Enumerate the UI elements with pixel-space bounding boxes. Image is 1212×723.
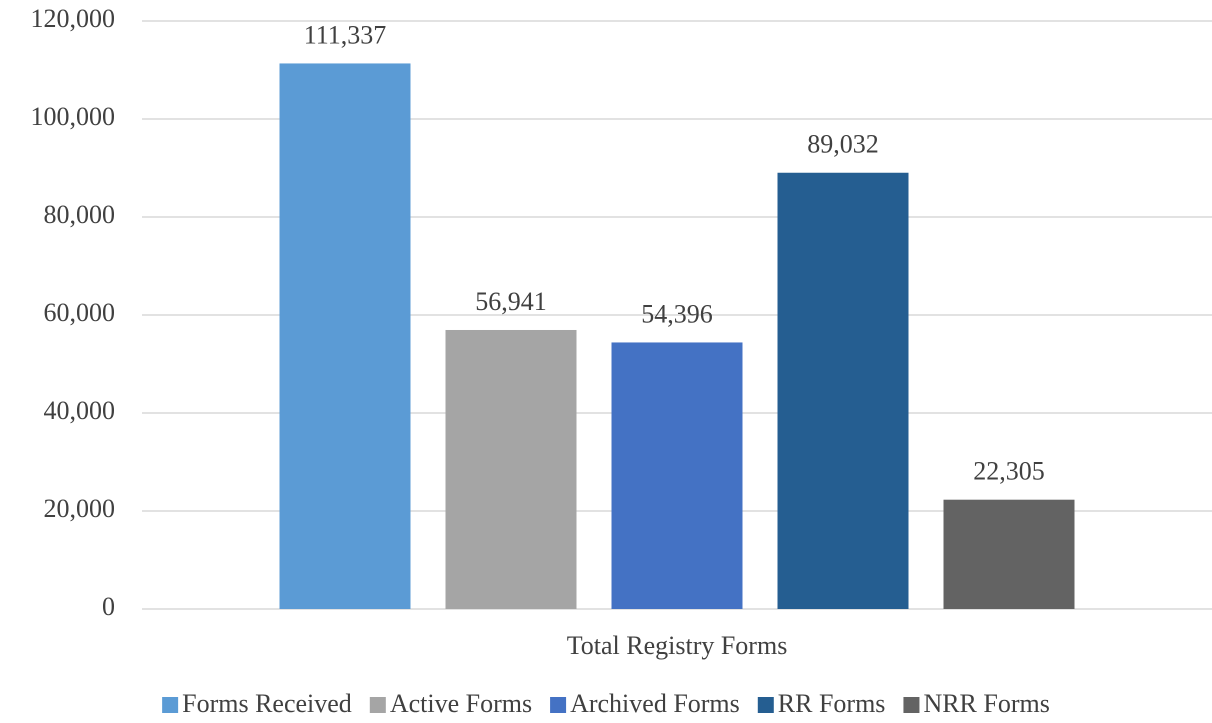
x-tick-label: Total Registry Forms [567,631,788,660]
bar [279,63,411,609]
y-tick-label: 40,000 [44,396,116,425]
legend-swatch [162,697,179,713]
legend-label: Forms Received [182,689,352,718]
legend-swatch [369,697,386,713]
legend-swatch [550,697,567,713]
data-label: 111,337 [304,20,387,49]
y-tick-label: 0 [102,592,115,621]
y-tick-label: 20,000 [44,494,116,523]
y-tick-label: 60,000 [44,298,116,327]
data-label: 89,032 [807,130,879,159]
bar [611,342,743,609]
data-label: 56,941 [475,287,547,316]
y-tick-label: 80,000 [44,200,116,229]
legend-swatch [903,697,920,713]
legend-label: Active Forms [390,689,532,718]
legend-label: Archived Forms [570,689,740,718]
bar [445,329,577,609]
bar [777,172,909,609]
data-label: 54,396 [641,299,713,328]
legend-label: RR Forms [778,689,886,718]
data-label: 22,305 [973,457,1045,486]
y-tick-label: 120,000 [31,4,116,33]
legend-swatch [757,697,774,713]
y-tick-label: 100,000 [31,102,116,131]
legend-label: NRR Forms [923,689,1049,718]
bar [943,499,1075,609]
